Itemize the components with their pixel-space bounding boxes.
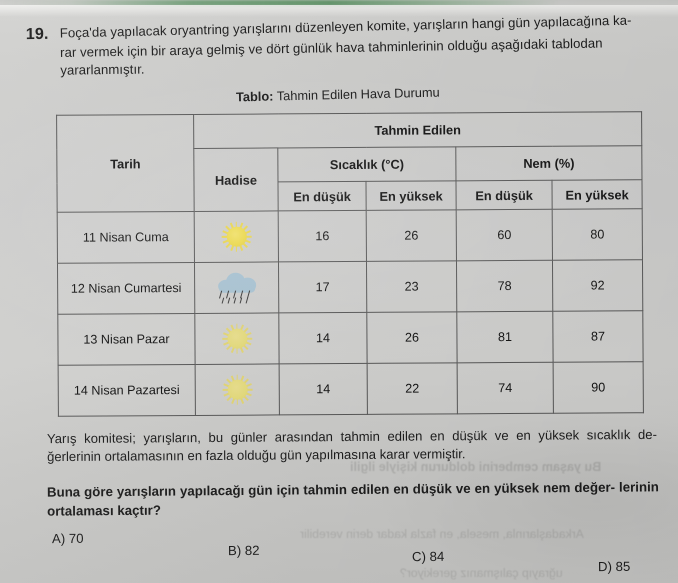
question-stem: Foça'da yapılacak oryantring yarışlarını… (60, 13, 657, 80)
cell-date: 14 Nisan Pazartesi (58, 364, 196, 417)
header-nem-en-yuksek: En yüksek (551, 179, 643, 210)
cell-hadise (194, 210, 279, 263)
sun-core (226, 226, 247, 247)
question-ask-line: Buna göre yarışların yapılacağı gün için… (46, 479, 616, 500)
header-hadise: Hadise (193, 147, 279, 212)
bleed-through-text: uğrayıp çalışmanız gerekiyor? (400, 566, 563, 580)
sun-core (226, 328, 248, 349)
cell-temp-max: 22 (367, 362, 458, 415)
option-c[interactable]: C) 84 (411, 548, 445, 565)
table-caption: Tablo: Tahmin Edilen Hava Durumu (236, 85, 440, 105)
header-nem: Nem (%) (455, 145, 643, 181)
cell-date: 12 Nisan Cumartesi (57, 262, 195, 315)
cell-hum-min: 74 (457, 362, 554, 414)
sun-icon (221, 323, 252, 354)
cell-hadise (195, 363, 280, 416)
rain-drops-lower (221, 297, 253, 307)
table-row: 11 Nisan Cuma 16 26 (57, 208, 643, 264)
cell-temp-min: 14 (279, 363, 368, 415)
cell-temp-min: 17 (278, 261, 367, 313)
header-tarih: Tarih (56, 114, 195, 213)
header-sicaklik-en-yuksek: En yüksek (365, 180, 457, 211)
cell-temp-min: 16 (278, 210, 367, 262)
header-sicaklik: Sıcaklık (°C) (277, 146, 456, 182)
table-row: 14 Nisan Pazartesi 14 (58, 361, 644, 417)
sun-icon (221, 221, 252, 252)
option-d[interactable]: D) 85 (597, 558, 631, 575)
sun-core (227, 379, 248, 400)
cell-temp-max: 26 (366, 209, 457, 262)
question-number: 19. (25, 25, 49, 44)
cell-hum-min: 81 (456, 311, 554, 363)
cell-hum-min: 60 (456, 209, 553, 261)
option-b[interactable]: B) 82 (227, 542, 260, 559)
cloud-shape (217, 272, 257, 293)
cell-hum-max: 80 (552, 208, 643, 261)
bleed-through-text: Arkadaşlarınla, mesela, en fazla kadar d… (300, 527, 584, 541)
weather-table-wrapper: Tarih Tahmin Edilen Hadise Sıcaklık (°C)… (56, 111, 644, 418)
cell-date: 11 Nisan Cuma (57, 211, 195, 264)
criteria-line: Yarış komitesi; yarışların, bu günler ar… (46, 426, 657, 447)
cell-temp-max: 23 (366, 260, 457, 313)
sun-icon (222, 374, 253, 405)
header-tahmin-edilen: Tahmin Edilen (193, 111, 642, 149)
table-caption-text: Tahmin Edilen Hava Durumu (273, 84, 440, 104)
table-row: 12 Nisan Cumartesi (57, 259, 643, 315)
table-header-row-1: Tarih Tahmin Edilen (56, 111, 642, 213)
rain-cloud-icon (214, 272, 260, 304)
cell-hum-min: 78 (456, 260, 553, 312)
weather-forecast-table: Tarih Tahmin Edilen Hadise Sıcaklık (°C)… (56, 111, 644, 417)
cell-hadise (194, 261, 279, 314)
cell-hum-max: 87 (552, 310, 644, 363)
cell-date: 13 Nisan Pazar (57, 313, 196, 366)
criteria-paragraph: Yarış komitesi; yarışların, bu günler ar… (47, 426, 657, 466)
cell-hum-max: 92 (552, 259, 643, 312)
option-a[interactable]: A) 70 (51, 530, 84, 547)
header-nem-en-dusuk: En düşük (455, 180, 553, 210)
cell-temp-min: 14 (278, 312, 368, 364)
header-sicaklik-en-dusuk: En düşük (277, 181, 367, 211)
cell-hadise (194, 312, 280, 365)
cell-temp-max: 26 (366, 311, 458, 364)
table-caption-prefix: Tablo: (235, 88, 274, 105)
table-row: 13 Nisan Pazar 14 2 (57, 310, 644, 366)
top-green-band (0, 0, 678, 6)
cell-hum-max: 90 (553, 361, 644, 414)
question-ask: Buna göre yarışların yapılacağı gün için… (47, 478, 659, 520)
question-block: 19. Foça'da yapılacak oryantring yarışla… (25, 13, 657, 81)
criteria-line: ğerlerinin ortalamasının en fazla olduğu… (47, 446, 466, 465)
